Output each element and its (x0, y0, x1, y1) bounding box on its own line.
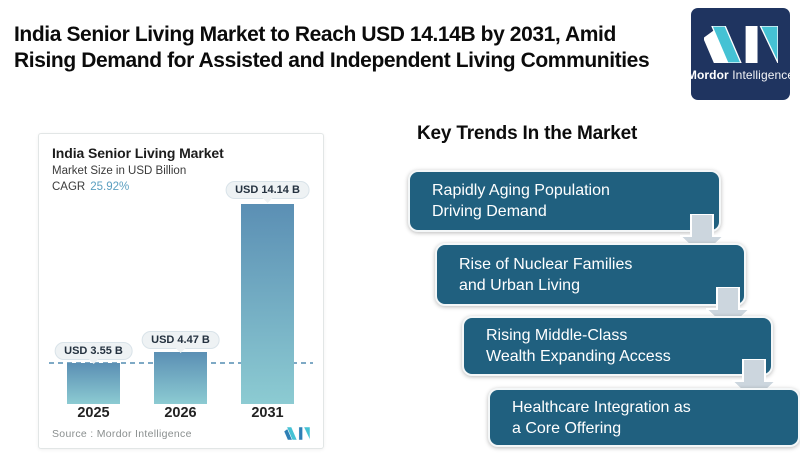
value-label-2031: USD 14.14 B (225, 181, 310, 199)
page-title-line1: India Senior Living Market to Reach USD … (14, 23, 616, 46)
brand-bold: Mordor (686, 68, 729, 82)
page-title: India Senior Living Market to Reach USD … (14, 22, 674, 74)
trend-box-aging-population: Rapidly Aging Population Driving Demand (408, 170, 721, 232)
brand-light: Intelligence (732, 68, 795, 82)
trends-heading: Key Trends In the Market (417, 123, 638, 144)
trend-line: Healthcare Integration as (512, 398, 691, 416)
bar-2026 (154, 352, 207, 404)
trend-box-middle-class-wealth: Rising Middle-Class Wealth Expanding Acc… (462, 316, 773, 376)
bar-2025 (67, 363, 120, 404)
trend-line: and Urban Living (459, 276, 580, 294)
trend-line: Rise of Nuclear Families (459, 255, 633, 273)
cagr-label: CAGR (52, 181, 86, 193)
bar-2031 (241, 204, 294, 404)
value-label-2025: USD 3.55 B (54, 342, 133, 360)
bar-chart: USD 3.55 B USD 4.47 B USD 14.14 B 2025 2… (39, 134, 323, 448)
x-tick-2025: 2025 (77, 405, 110, 421)
trend-line: Rapidly Aging Population (432, 182, 610, 199)
mordor-m-icon-small (284, 427, 310, 440)
source-row: Source : Mordor Intelligence (52, 427, 310, 440)
mordor-intelligence-logo: Mordor Intelligence (687, 8, 794, 100)
market-chart-card: India Senior Living Market Market Size i… (38, 133, 324, 449)
trend-line: Rising Middle-Class (486, 327, 628, 344)
trend-box-nuclear-families: Rise of Nuclear Families and Urban Livin… (435, 243, 746, 306)
x-tick-2026: 2026 (164, 405, 197, 421)
chart-title: India Senior Living Market (52, 145, 224, 161)
trend-line: Wealth Expanding Access (486, 348, 671, 365)
chart-cagr: CAGR 25.92% (52, 181, 129, 193)
trend-box-healthcare-integration: Healthcare Integration as a Core Offerin… (488, 388, 800, 447)
brand-wordmark: Mordor Intelligence (687, 68, 794, 82)
trend-line: Driving Demand (432, 203, 547, 220)
page-title-line2: Rising Demand for Assisted and Independe… (14, 49, 650, 72)
chart-subtitle: Market Size in USD Billion (52, 165, 187, 177)
x-tick-2031: 2031 (251, 405, 284, 421)
trend-line: a Core Offering (512, 419, 622, 437)
cagr-value: 25.92% (90, 181, 130, 193)
value-label-2026: USD 4.47 B (141, 331, 220, 349)
mordor-m-icon (703, 26, 778, 63)
source-text: Source : Mordor Intelligence (52, 427, 192, 440)
